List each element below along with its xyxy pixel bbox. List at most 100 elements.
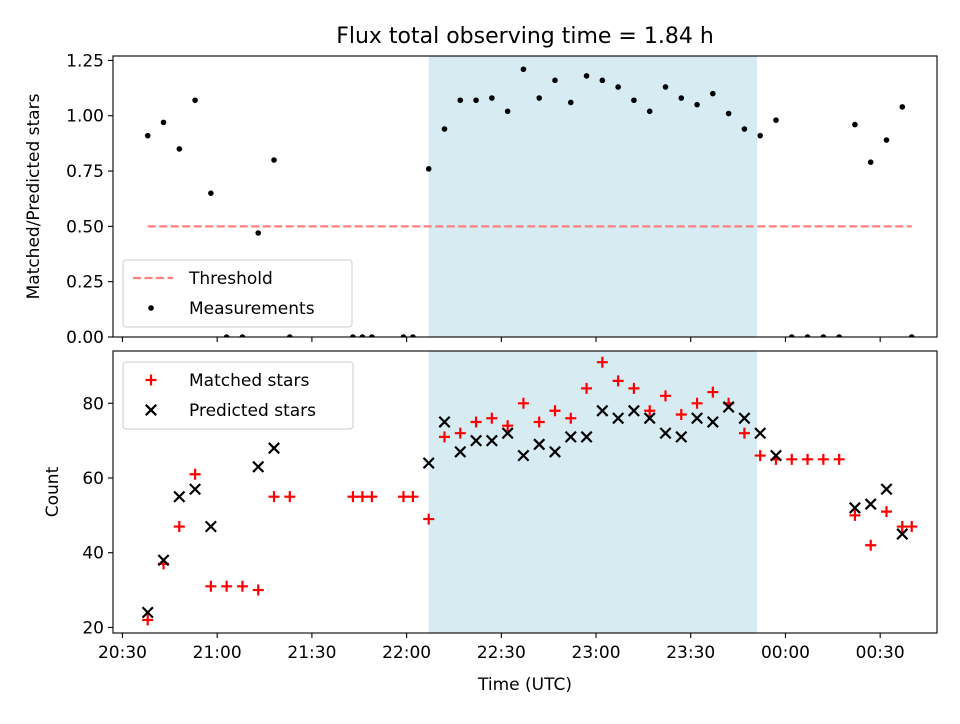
x-axis-label: Time (UTC) bbox=[477, 675, 572, 695]
predicted-star-point bbox=[706, 415, 719, 428]
measurement-point bbox=[520, 66, 527, 73]
measurement-point bbox=[646, 108, 653, 115]
matched-star-point bbox=[486, 412, 498, 424]
matched-star-point bbox=[644, 405, 656, 417]
legend-label: Threshold bbox=[188, 269, 273, 289]
legend-box-1 bbox=[122, 361, 354, 430]
top-plot-area bbox=[144, 66, 915, 337]
x-tick-label: 21:00 bbox=[193, 643, 242, 663]
matched-star-point bbox=[423, 513, 435, 525]
x-tick-label: 21:30 bbox=[287, 643, 336, 663]
predicted-star-point bbox=[896, 528, 909, 540]
measurement-point bbox=[662, 84, 669, 90]
predicted-star-point bbox=[596, 404, 609, 417]
measurement-point bbox=[741, 126, 748, 132]
matched-star-point bbox=[802, 453, 814, 465]
measurement-point bbox=[552, 77, 558, 84]
matched-star-point bbox=[173, 521, 185, 533]
measurement-point bbox=[176, 146, 183, 152]
matched-star-point bbox=[880, 506, 892, 518]
matched-star-point bbox=[906, 521, 918, 533]
predicted-star-point bbox=[517, 449, 530, 462]
legend-label: Predicted stars bbox=[189, 401, 316, 421]
predicted-star-point bbox=[770, 449, 782, 462]
predicted-star-point bbox=[454, 445, 467, 458]
measurement-point bbox=[820, 334, 827, 337]
measurement-point bbox=[350, 334, 356, 337]
measurement-point bbox=[489, 95, 495, 101]
measurement-point bbox=[504, 108, 511, 115]
matched-star-point bbox=[738, 427, 750, 439]
y-tick-label: 1.00 bbox=[66, 107, 104, 127]
predicted-star-point bbox=[470, 434, 483, 447]
matched-star-point bbox=[189, 468, 201, 480]
matched-star-point bbox=[707, 386, 719, 398]
bottom-axes-frame bbox=[112, 350, 938, 634]
predicted-star-point bbox=[564, 430, 577, 443]
legend-matched-swatch bbox=[145, 374, 157, 386]
measurement-point bbox=[852, 121, 858, 128]
predicted-star-point bbox=[691, 412, 704, 425]
matched-star-point bbox=[691, 397, 703, 409]
predicted-star-point bbox=[501, 427, 514, 440]
matched-star-point bbox=[865, 539, 877, 551]
measurement-point bbox=[144, 132, 151, 139]
x-tick-label: 23:30 bbox=[666, 643, 715, 663]
measurement-point bbox=[583, 73, 590, 79]
predicted-star-point bbox=[848, 501, 861, 514]
predicted-star-point bbox=[880, 483, 893, 496]
matched-star-point bbox=[675, 408, 687, 420]
y-tick-label: 0.75 bbox=[66, 162, 104, 182]
measurement-point bbox=[239, 334, 246, 337]
measurement-point bbox=[410, 334, 416, 337]
x-tick-label: 00:30 bbox=[856, 643, 905, 663]
matched-star-point bbox=[549, 405, 561, 417]
matched-star-point bbox=[628, 382, 640, 394]
x-tick-label: 20:30 bbox=[98, 643, 147, 663]
predicted-star-point bbox=[533, 438, 546, 451]
predicted-star-point bbox=[485, 434, 498, 447]
y-tick-label: 40 bbox=[82, 544, 104, 564]
measurement-point bbox=[271, 157, 277, 163]
predicted-star-point bbox=[580, 430, 593, 443]
predicted-star-point bbox=[422, 457, 435, 470]
y-tick-label: 0.50 bbox=[66, 217, 104, 237]
matched-star-point bbox=[896, 521, 908, 533]
predicted-star-point bbox=[722, 401, 735, 414]
measurement-point bbox=[441, 126, 448, 132]
y-tick-label: 0.00 bbox=[66, 328, 104, 348]
predicted-star-point bbox=[252, 460, 265, 473]
predicted-star-point bbox=[612, 412, 625, 425]
matched-star-point bbox=[849, 509, 861, 521]
matched-star-point bbox=[817, 453, 829, 465]
measurement-point bbox=[286, 334, 293, 337]
matched-star-point bbox=[786, 453, 798, 465]
chart-title: Flux total observing time = 1.84 h bbox=[336, 24, 714, 49]
matched-star-point bbox=[284, 491, 296, 503]
measurement-point bbox=[192, 97, 198, 104]
matched-star-point bbox=[754, 450, 766, 462]
measurement-point bbox=[160, 119, 167, 126]
measurement-point bbox=[400, 334, 407, 337]
measurement-point bbox=[223, 334, 230, 337]
matched-star-point bbox=[502, 420, 514, 432]
predicted-star-point bbox=[643, 412, 656, 425]
predicted-star-point bbox=[157, 554, 170, 567]
predicted-star-point bbox=[173, 490, 186, 503]
matched-star-point bbox=[397, 491, 409, 503]
measurement-point bbox=[208, 190, 214, 196]
y-tick-label: 20 bbox=[82, 618, 104, 638]
matched-star-point bbox=[356, 491, 368, 503]
y-tick-label: 1.25 bbox=[66, 51, 104, 71]
top-observing-span bbox=[428, 56, 758, 337]
top-axes-frame bbox=[112, 55, 938, 338]
predicted-star-point bbox=[675, 430, 688, 443]
predicted-star-point bbox=[438, 415, 451, 428]
matched-star-point bbox=[833, 453, 845, 465]
measurement-point bbox=[567, 99, 574, 106]
matched-star-point bbox=[236, 580, 248, 592]
matched-star-point bbox=[252, 584, 264, 596]
y-tick-label: 80 bbox=[82, 394, 104, 414]
predicted-star-point bbox=[754, 427, 767, 440]
